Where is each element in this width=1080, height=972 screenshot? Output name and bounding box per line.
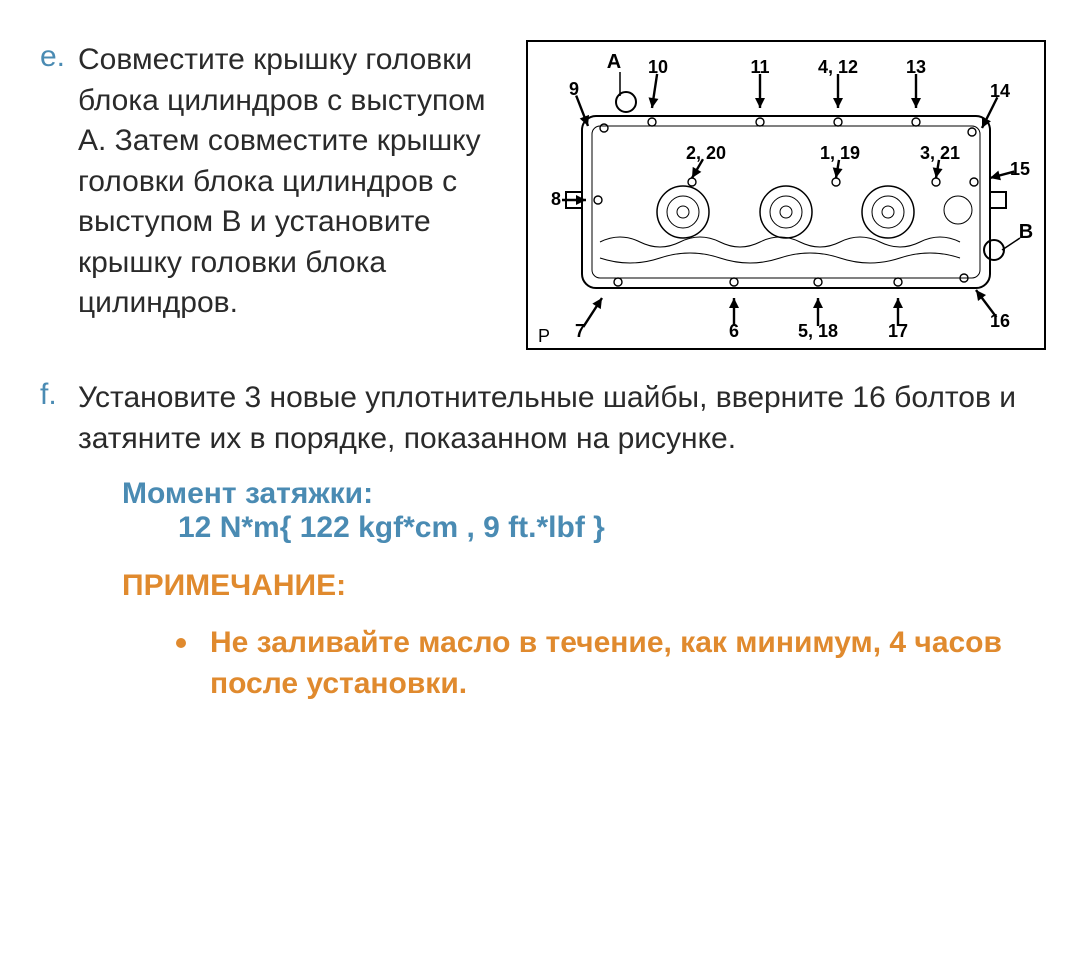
svg-text:2, 20: 2, 20 [686,143,726,163]
step-f-label: f. [40,378,72,412]
svg-text:1, 19: 1, 19 [820,143,860,163]
svg-text:13: 13 [906,57,926,77]
svg-text:16: 16 [990,311,1010,331]
torque-block: Момент затяжки: 12 N*m{ 122 kgf*cm , 9 f… [122,477,1040,545]
svg-text:17: 17 [888,321,908,341]
svg-text:7: 7 [575,321,585,341]
note-label: ПРИМЕЧАНИЕ: [122,569,1040,603]
svg-text:11: 11 [750,57,769,77]
svg-text:A: A [607,51,621,73]
step-e-text: Совместите крышку головки блока цилиндро… [78,40,508,324]
svg-text:8: 8 [551,189,561,209]
svg-text:9: 9 [569,79,579,99]
svg-text:4, 12: 4, 12 [818,57,858,77]
torque-label: Момент затяжки: [122,477,1040,511]
svg-text:5, 18: 5, 18 [798,321,838,341]
note-list: Не заливайте масло в течение, как миниму… [176,623,1040,704]
svg-text:15: 15 [1010,159,1030,179]
step-e-label: e. [40,40,72,74]
step-f-text: Установите 3 новые уплотнительные шайбы,… [78,378,1040,459]
svg-text:3, 21: 3, 21 [920,143,960,163]
step-e: e. Совместите крышку головки блока цилин… [40,40,1040,350]
svg-text:6: 6 [729,321,739,341]
step-e-body: Совместите крышку головки блока цилиндро… [78,40,1046,350]
svg-text:P: P [538,326,550,346]
note-item: Не заливайте масло в течение, как миниму… [176,623,1040,704]
svg-text:10: 10 [648,57,668,77]
torque-value: 12 N*m{ 122 kgf*cm , 9 ft.*lbf } [178,511,1040,545]
engine-diagram: 9 10 11 4, 12 13 14 2, 20 1, 19 3, 21 8 15 7 6 5, 18 1… [526,40,1046,350]
step-f-body: Установите 3 новые уплотнительные шайбы,… [78,378,1040,704]
svg-text:B: B [1019,221,1033,243]
step-f: f. Установите 3 новые уплотнительные шай… [40,378,1040,704]
svg-text:14: 14 [990,81,1010,101]
